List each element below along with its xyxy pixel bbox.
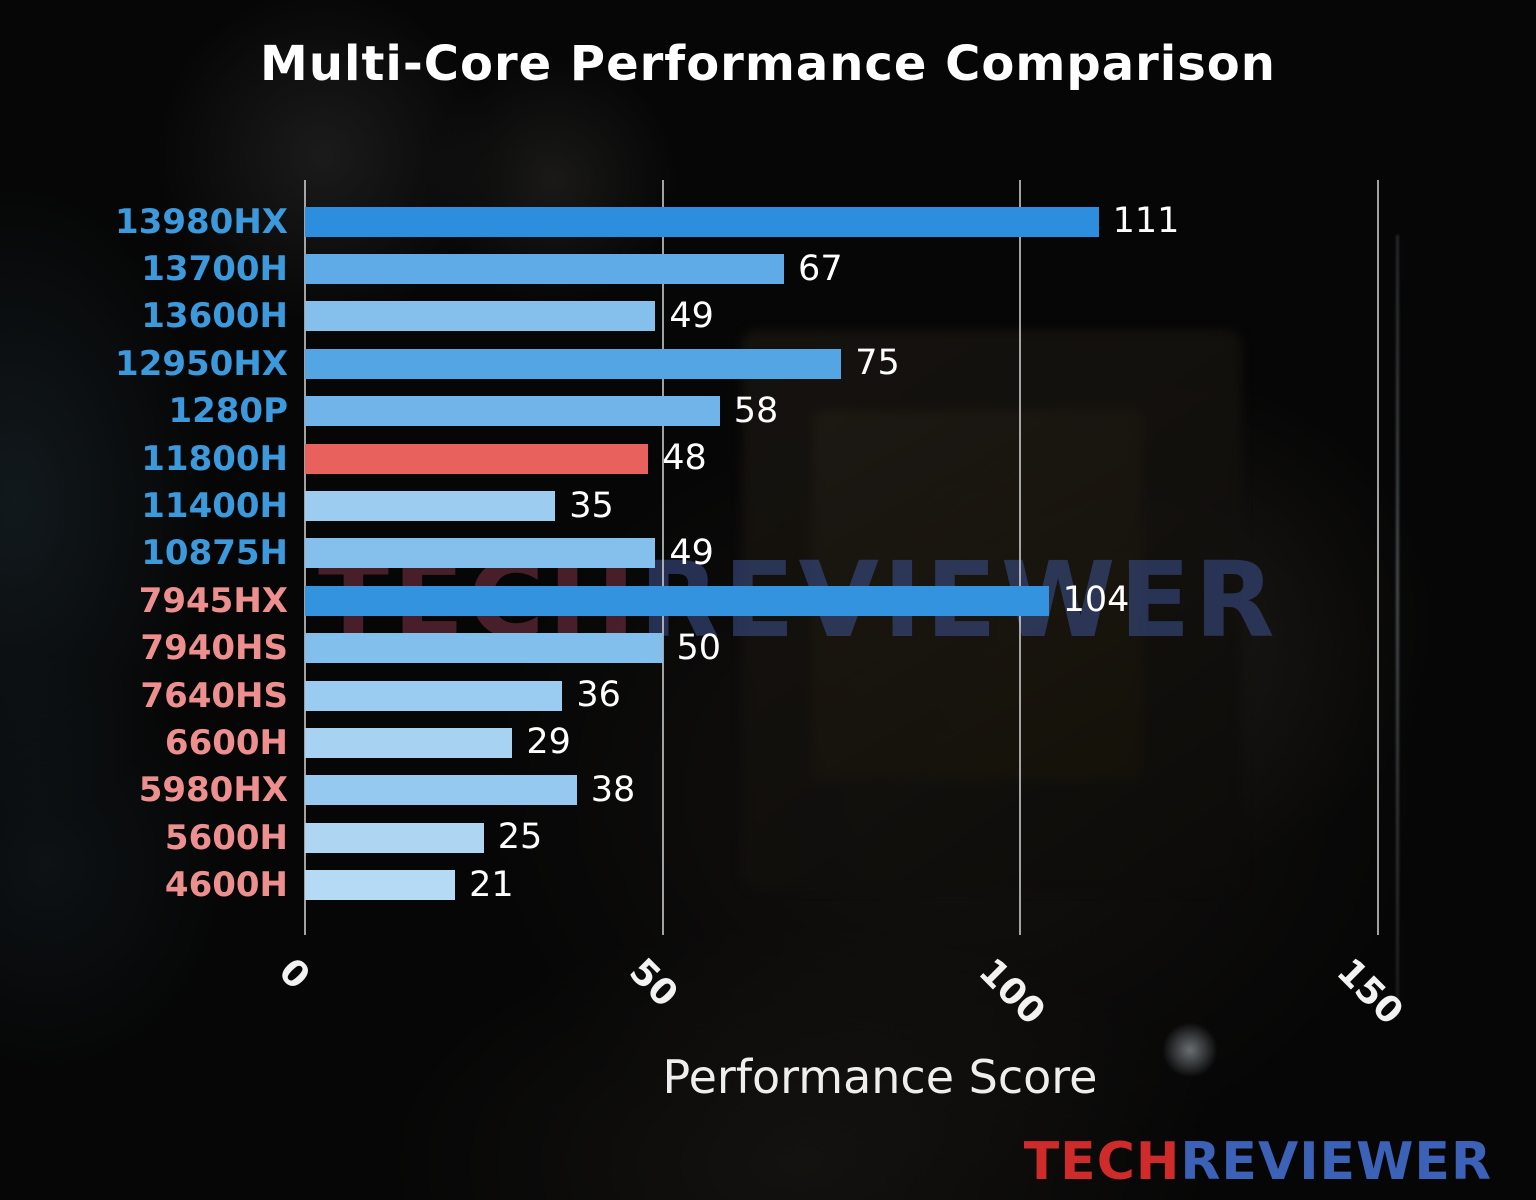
bar	[305, 633, 663, 664]
bar	[305, 775, 577, 806]
bar	[305, 491, 556, 522]
bar-row: 104	[305, 577, 1455, 624]
bar-row: 48	[305, 435, 1455, 482]
bar-row: 49	[305, 293, 1455, 340]
bar	[305, 254, 785, 285]
bar-value-label: 35	[569, 485, 614, 526]
bar	[305, 727, 513, 758]
gridline	[1376, 180, 1379, 935]
bar-row: 29	[305, 719, 1455, 766]
bar	[305, 206, 1099, 237]
background-glow-dot	[1162, 1022, 1218, 1078]
bar-row: 50	[305, 625, 1455, 672]
category-label: 5980HX	[138, 770, 288, 811]
bar	[305, 538, 656, 569]
category-label: 13600H	[141, 296, 288, 337]
bar-value-label: 25	[497, 817, 543, 858]
bar-row: 49	[305, 530, 1455, 577]
bar-value-label: 111	[1112, 201, 1180, 242]
bar-value-label: 75	[855, 343, 900, 384]
bar-row: 35	[305, 482, 1455, 529]
chart-title: Multi-Core Performance Comparison	[260, 36, 1276, 92]
category-label: 7940HS	[140, 628, 288, 669]
bar-value-label: 104	[1062, 580, 1130, 621]
category-label: 13980HX	[115, 201, 288, 242]
category-label: 6600H	[164, 722, 288, 763]
bar	[305, 822, 484, 853]
bar	[305, 870, 456, 901]
bar	[305, 443, 649, 474]
bar-row: 25	[305, 814, 1455, 861]
category-label: 4600H	[164, 865, 288, 906]
bar-row: 111	[305, 198, 1455, 245]
x-tick-label: 100	[970, 950, 1053, 1034]
bar-value-label: 48	[662, 438, 707, 479]
bar	[305, 348, 842, 379]
bar-value-label: 49	[669, 295, 714, 336]
plot-area: 111 67 49 75 58 48 35 49 104 50 36 29 38 25 21	[304, 180, 1455, 935]
bar-value-label: 21	[469, 864, 514, 905]
bar	[305, 680, 563, 711]
category-label: 10875H	[141, 533, 288, 574]
bar-row: 75	[305, 340, 1455, 387]
bar-value-label: 49	[669, 532, 714, 573]
bar-row: 67	[305, 245, 1455, 292]
brand-logo: TECHREVIEWER	[1024, 1136, 1492, 1188]
bar-value-label: 67	[798, 248, 843, 289]
x-axis-title: Performance Score	[662, 1050, 1098, 1104]
x-tick-label: 50	[620, 950, 686, 1016]
category-labels: 13980HX 13700H 13600H 12950HX 1280P 11800H 114…	[0, 198, 288, 909]
category-label: 5600H	[164, 817, 288, 858]
bar-row: 58	[305, 388, 1455, 435]
logo-tech: TECH	[1023, 1132, 1181, 1192]
gridline	[661, 180, 664, 935]
bar-value-label: 50	[676, 627, 722, 668]
x-tick-label: 150	[1328, 950, 1411, 1034]
bar-rows: 111 67 49 75 58 48 35 49 104 50 36 29 38 25 21	[305, 198, 1455, 909]
bar-value-label: 29	[526, 722, 571, 763]
bar-row: 21	[305, 861, 1455, 908]
bar	[305, 396, 720, 427]
category-label: 1280P	[168, 391, 288, 432]
bar-value-label: 58	[733, 390, 779, 431]
bar-value-label: 36	[576, 675, 621, 716]
background-highlight-line	[1396, 235, 1399, 1010]
category-label: 11400H	[141, 486, 288, 527]
category-label: 12950HX	[115, 343, 288, 384]
bar	[305, 301, 656, 332]
category-label: 11800H	[141, 438, 288, 479]
category-label: 13700H	[141, 249, 288, 290]
gridline	[1019, 180, 1021, 935]
bar	[305, 585, 1049, 616]
x-axis-ticks: 0 50 100 150	[271, 935, 1455, 1055]
category-label: 7945HX	[138, 580, 288, 621]
bar-row: 36	[305, 672, 1455, 719]
bar-row: 38	[305, 767, 1455, 814]
bar-value-label: 38	[590, 769, 636, 810]
logo-reviewer: REVIEWER	[1180, 1132, 1492, 1192]
category-label: 7640HS	[140, 675, 288, 716]
